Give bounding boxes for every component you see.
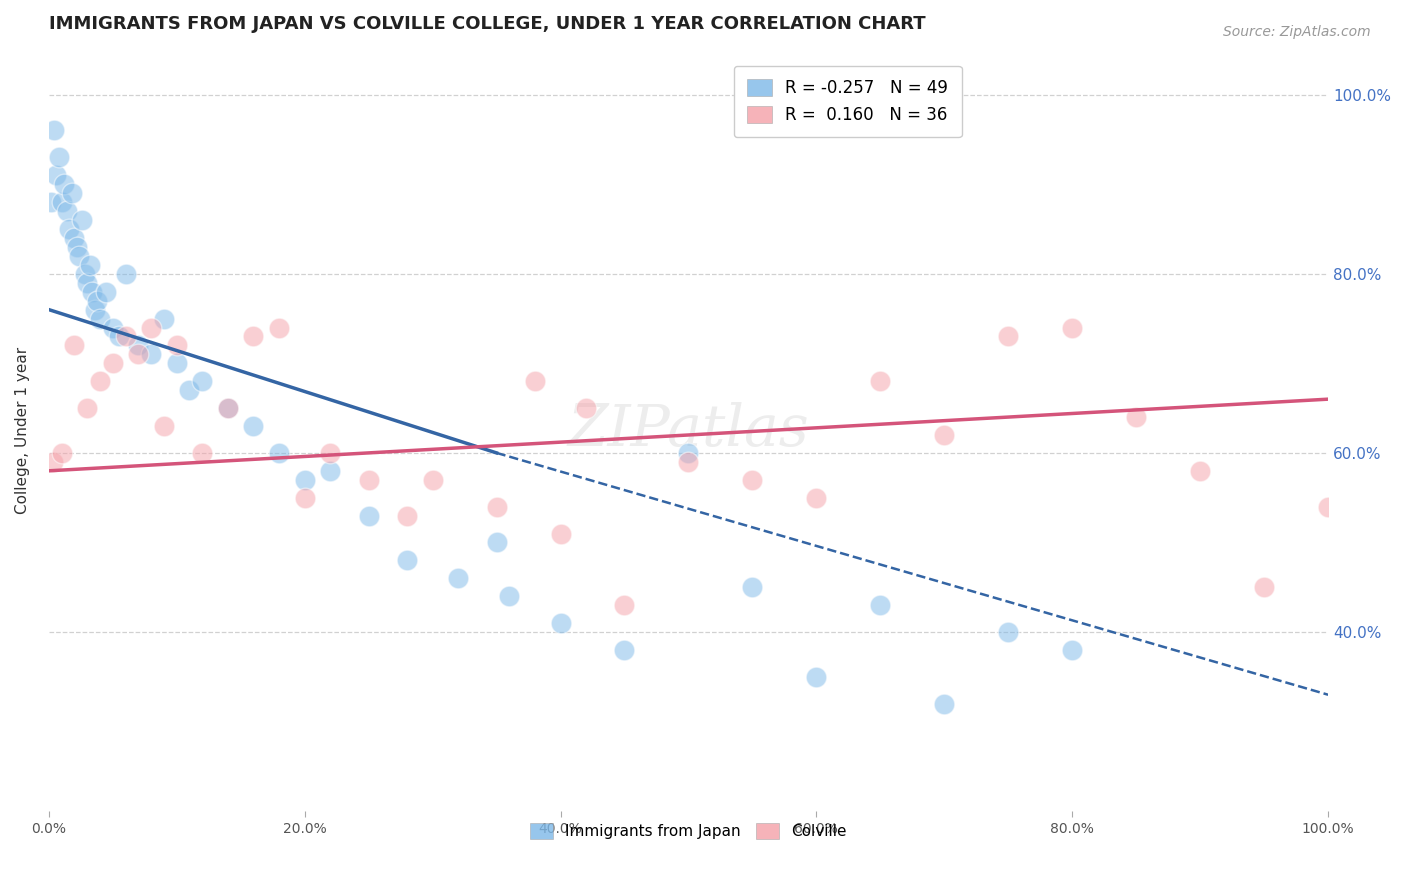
Point — [42, 123, 65, 137]
Point — [357, 508, 380, 523]
Point — [48, 150, 70, 164]
Point — [869, 374, 891, 388]
Point — [1317, 500, 1340, 514]
Point — [53, 177, 76, 191]
Point — [242, 329, 264, 343]
Point — [139, 347, 162, 361]
Point — [108, 329, 131, 343]
Point — [678, 455, 700, 469]
Point — [139, 320, 162, 334]
Text: IMMIGRANTS FROM JAPAN VS COLVILLE COLLEGE, UNDER 1 YEAR CORRELATION CHART: IMMIGRANTS FROM JAPAN VS COLVILLE COLLEG… — [49, 15, 925, 33]
Point — [447, 571, 470, 585]
Point — [741, 580, 763, 594]
Point — [550, 526, 572, 541]
Point — [485, 535, 508, 549]
Point — [191, 446, 214, 460]
Point — [89, 311, 111, 326]
Point — [217, 401, 239, 416]
Point — [60, 186, 83, 201]
Point — [242, 419, 264, 434]
Point — [51, 195, 73, 210]
Point — [1062, 643, 1084, 657]
Point — [678, 446, 700, 460]
Text: Source: ZipAtlas.com: Source: ZipAtlas.com — [1223, 25, 1371, 39]
Point — [79, 258, 101, 272]
Point — [153, 311, 176, 326]
Point — [741, 473, 763, 487]
Point — [806, 491, 828, 505]
Point — [1062, 320, 1084, 334]
Point — [101, 320, 124, 334]
Point — [319, 446, 342, 460]
Point — [127, 338, 149, 352]
Point — [55, 204, 77, 219]
Point — [166, 338, 188, 352]
Point — [179, 383, 201, 397]
Legend: Immigrants from Japan, Colville: Immigrants from Japan, Colville — [524, 817, 853, 846]
Point — [997, 625, 1019, 640]
Point — [395, 508, 418, 523]
Point — [69, 249, 91, 263]
Point — [63, 231, 86, 245]
Point — [66, 240, 89, 254]
Point — [153, 419, 176, 434]
Point — [1189, 464, 1212, 478]
Y-axis label: College, Under 1 year: College, Under 1 year — [15, 347, 30, 514]
Point — [294, 491, 316, 505]
Point — [498, 589, 520, 603]
Point — [114, 267, 136, 281]
Point — [89, 374, 111, 388]
Point — [58, 222, 80, 236]
Point — [319, 464, 342, 478]
Point — [217, 401, 239, 416]
Point — [73, 267, 96, 281]
Point — [357, 473, 380, 487]
Point — [114, 329, 136, 343]
Point — [51, 446, 73, 460]
Point — [41, 455, 63, 469]
Point — [485, 500, 508, 514]
Point — [997, 329, 1019, 343]
Point — [934, 697, 956, 711]
Point — [1253, 580, 1275, 594]
Point — [63, 338, 86, 352]
Point — [395, 553, 418, 567]
Point — [166, 356, 188, 370]
Point — [127, 347, 149, 361]
Point — [869, 598, 891, 612]
Point — [550, 616, 572, 631]
Point — [267, 320, 290, 334]
Point — [267, 446, 290, 460]
Point — [613, 643, 636, 657]
Point — [101, 356, 124, 370]
Point — [575, 401, 598, 416]
Point — [613, 598, 636, 612]
Text: ZIPatlas: ZIPatlas — [568, 402, 810, 458]
Point — [1125, 410, 1147, 425]
Point — [39, 195, 62, 210]
Point — [934, 428, 956, 442]
Point — [76, 276, 98, 290]
Point — [70, 213, 93, 227]
Point — [82, 285, 104, 299]
Point — [191, 374, 214, 388]
Point — [86, 293, 108, 308]
Point — [523, 374, 546, 388]
Point — [294, 473, 316, 487]
Point — [96, 285, 118, 299]
Point — [83, 302, 105, 317]
Point — [76, 401, 98, 416]
Point — [806, 670, 828, 684]
Point — [45, 168, 67, 182]
Point — [422, 473, 444, 487]
